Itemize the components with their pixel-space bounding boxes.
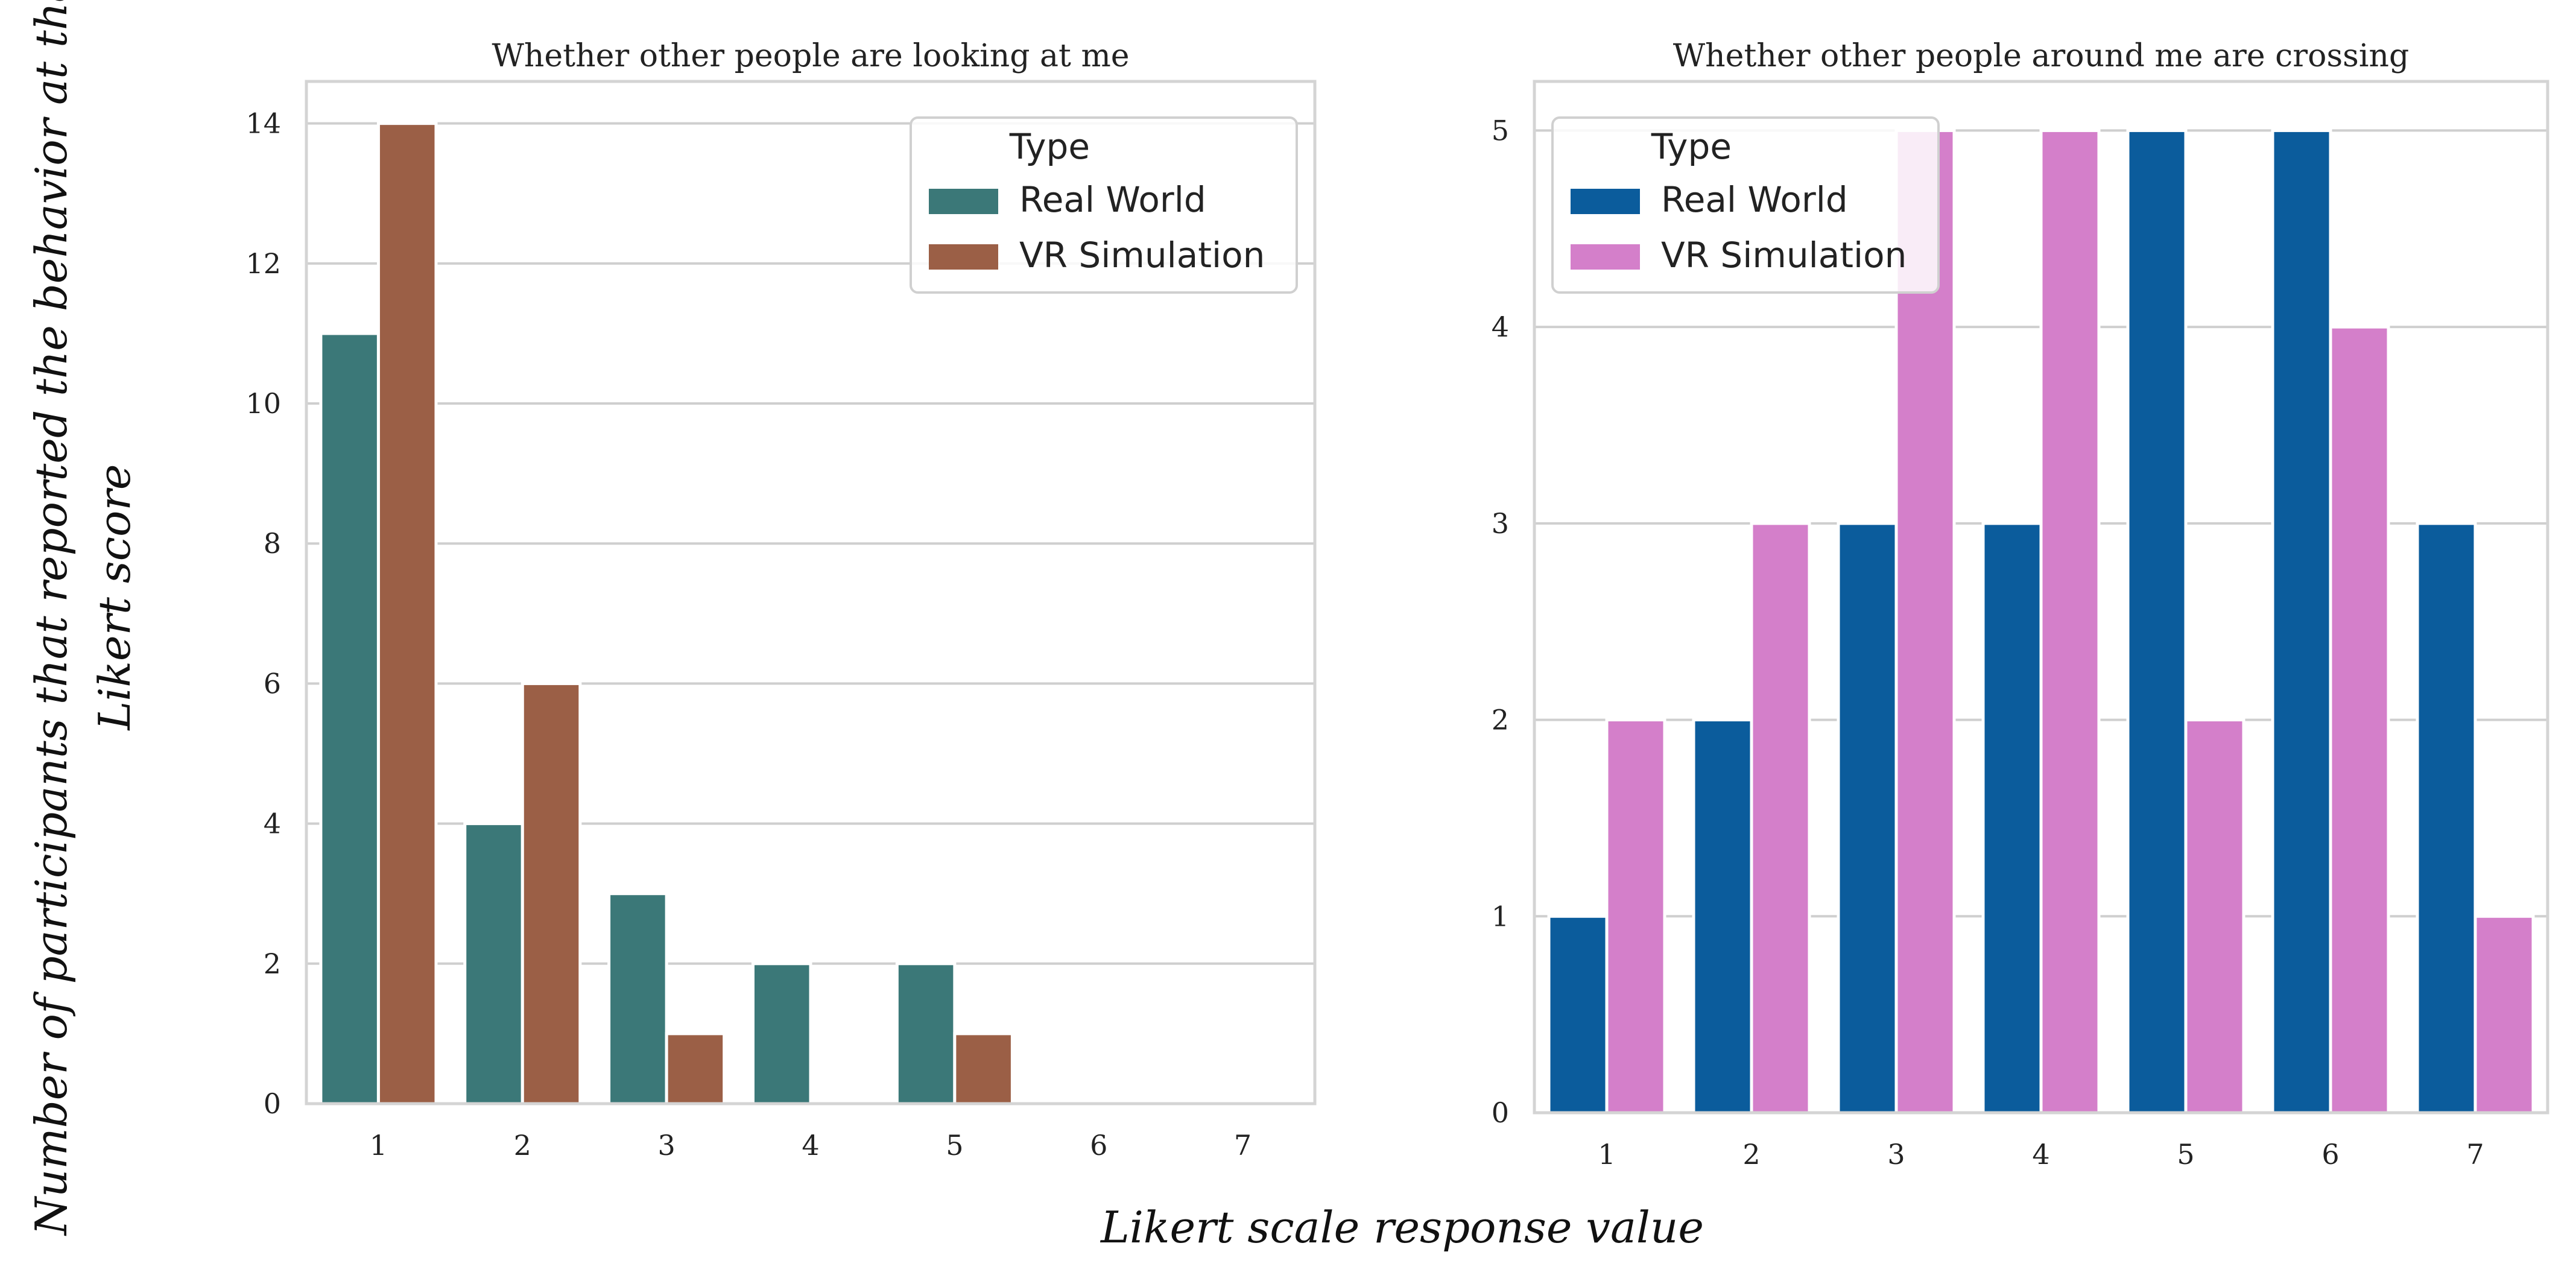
legend-label: Real World xyxy=(1661,179,1848,220)
y-tick-label: 1 xyxy=(1492,900,1509,932)
x-tick-label: 4 xyxy=(2032,1138,2049,1171)
bar-vr-simulation xyxy=(665,1032,726,1105)
bar-vr-simulation xyxy=(376,122,438,1105)
legend-swatch-real-world xyxy=(929,189,998,214)
y-tick-label: 12 xyxy=(245,247,281,280)
bar-vr-simulation xyxy=(521,682,582,1105)
bar-vr-simulation xyxy=(2329,325,2390,1115)
bar-vr-simulation xyxy=(2039,128,2101,1115)
plot-frame xyxy=(1533,80,2549,1115)
y-tick-label: 0 xyxy=(264,1087,281,1120)
bar-real-world xyxy=(895,962,957,1105)
y-tick-label: 6 xyxy=(264,667,281,700)
y-tick-label: 2 xyxy=(264,947,281,980)
y-tick-label: 3 xyxy=(1492,507,1509,540)
legend-box xyxy=(910,116,1298,294)
chart-title: Whether other people around me are cross… xyxy=(1673,38,2410,74)
x-axis-label: Likert scale response value xyxy=(1100,1202,1704,1253)
bar-vr-simulation xyxy=(1894,128,1956,1115)
bar-real-world xyxy=(2271,128,2332,1115)
x-tick-label: 7 xyxy=(1234,1129,1252,1162)
y-tick-label: 0 xyxy=(1492,1096,1509,1129)
bar-vr-simulation xyxy=(953,1032,1014,1105)
bar-real-world xyxy=(751,962,812,1105)
legend-swatch-real-world xyxy=(1571,189,1640,214)
chart-looking-at-me: Whether other people are looking at me 0 2… xyxy=(245,38,1317,1162)
bar-real-world xyxy=(2416,522,2477,1115)
y-tick-label: 5 xyxy=(1492,114,1509,147)
y-tick-label: 14 xyxy=(245,107,281,140)
x-tick-label: 2 xyxy=(1742,1138,1760,1171)
y-axis-label-line2: Likert score xyxy=(89,464,140,732)
y-axis-label-line1: Number of participants that reported the… xyxy=(26,0,77,1236)
y-tick-label: 4 xyxy=(264,808,281,840)
chart-title: Whether other people are looking at me xyxy=(492,38,1129,74)
bar-real-world xyxy=(319,332,380,1105)
y-tick-label: 10 xyxy=(245,387,281,420)
x-tick-label: 1 xyxy=(370,1129,387,1162)
legend-label: VR Simulation xyxy=(1019,235,1265,276)
x-tick-label: 1 xyxy=(1598,1138,1615,1171)
x-tick-label: 6 xyxy=(1090,1129,1107,1162)
bar-real-world xyxy=(1981,522,2043,1115)
bar-real-world xyxy=(1837,522,1898,1115)
legend: Type Real World VR Simulation xyxy=(910,116,1298,294)
x-tick-label: 3 xyxy=(658,1129,676,1162)
x-tick-label: 6 xyxy=(2321,1138,2339,1171)
x-tick-label: 7 xyxy=(2466,1138,2484,1171)
bar-vr-simulation xyxy=(1605,718,1666,1115)
bar-real-world xyxy=(1692,718,1753,1115)
legend-label: Real World xyxy=(1019,179,1206,220)
bar-vr-simulation xyxy=(2473,914,2535,1115)
bar-real-world xyxy=(463,822,524,1105)
bar-real-world xyxy=(1547,914,1609,1115)
y-tick-label: 8 xyxy=(264,527,281,560)
y-tick-label: 4 xyxy=(1492,311,1509,343)
plot-frame xyxy=(305,80,1317,1105)
x-tick-label: 5 xyxy=(2177,1138,2194,1171)
bar-vr-simulation xyxy=(2184,718,2245,1115)
legend: Type Real World VR Simulation xyxy=(1551,116,1940,294)
y-tick-label: 2 xyxy=(1492,704,1509,736)
bar-vr-simulation xyxy=(1750,522,1811,1115)
legend-title: Type xyxy=(1651,126,1732,167)
x-tick-label: 5 xyxy=(946,1129,963,1162)
x-tick-label: 2 xyxy=(514,1129,531,1162)
legend-title: Type xyxy=(1009,126,1090,167)
legend-box xyxy=(1551,116,1940,294)
legend-swatch-vr-simulation xyxy=(929,244,998,270)
bar-real-world xyxy=(2126,128,2188,1115)
bar-real-world xyxy=(607,892,668,1105)
x-tick-label: 4 xyxy=(802,1129,819,1162)
chart-crossing: Whether other people around me are cross… xyxy=(1492,38,2549,1171)
legend-label: VR Simulation xyxy=(1661,235,1907,276)
legend-swatch-vr-simulation xyxy=(1571,244,1640,270)
x-tick-label: 3 xyxy=(1887,1138,1905,1171)
